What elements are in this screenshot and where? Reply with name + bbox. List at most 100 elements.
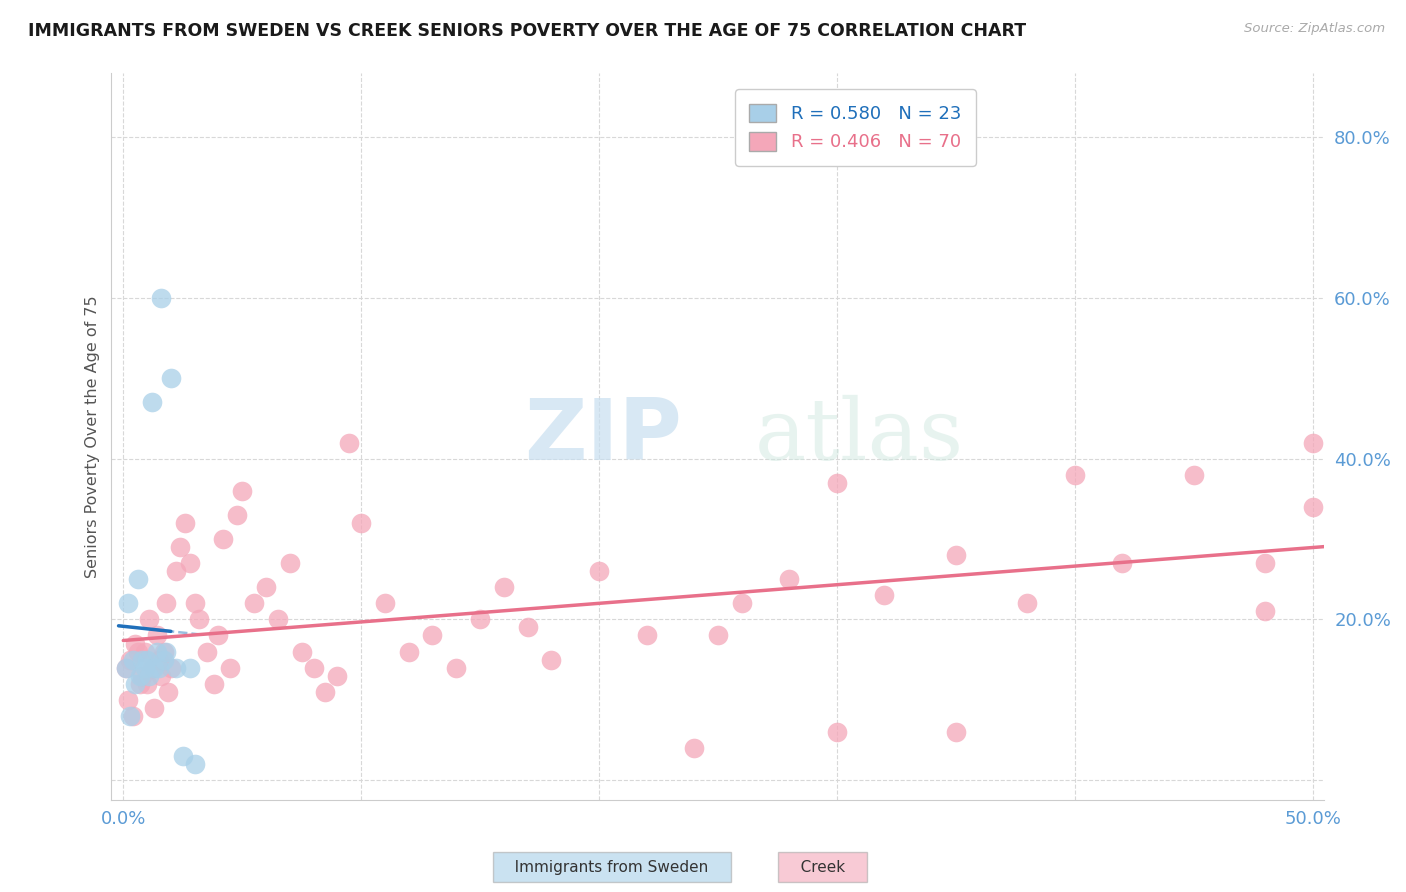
Point — [337, 435, 360, 450]
Point — [117, 596, 139, 610]
Point — [1017, 596, 1039, 610]
Point — [148, 652, 170, 666]
Point — [1063, 467, 1085, 482]
Point — [114, 660, 136, 674]
Point — [157, 684, 180, 698]
Point — [588, 564, 610, 578]
Text: IMMIGRANTS FROM SWEDEN VS CREEK SENIORS POVERTY OVER THE AGE OF 75 CORRELATION C: IMMIGRANTS FROM SWEDEN VS CREEK SENIORS … — [28, 22, 1026, 40]
Point — [945, 548, 967, 562]
Point — [145, 628, 167, 642]
Point — [145, 644, 167, 658]
Point — [219, 660, 242, 674]
Point — [136, 652, 159, 666]
Point — [778, 572, 800, 586]
Point — [825, 475, 848, 490]
Point — [148, 660, 170, 674]
Point — [136, 676, 159, 690]
Point — [540, 652, 562, 666]
Point — [160, 660, 183, 674]
Text: ZIP: ZIP — [524, 395, 682, 478]
Point — [422, 628, 444, 642]
Point — [1111, 556, 1133, 570]
Point — [207, 628, 229, 642]
Point — [150, 291, 173, 305]
Point — [131, 652, 153, 666]
Point — [143, 660, 166, 674]
Point — [160, 371, 183, 385]
Point — [267, 612, 290, 626]
Point — [174, 516, 197, 530]
Point — [1254, 556, 1277, 570]
Point — [172, 749, 194, 764]
Y-axis label: Seniors Poverty Over the Age of 75: Seniors Poverty Over the Age of 75 — [86, 295, 100, 578]
Point — [302, 660, 325, 674]
Point — [398, 644, 420, 658]
Point — [155, 596, 177, 610]
Legend: R = 0.580   N = 23, R = 0.406   N = 70: R = 0.580 N = 23, R = 0.406 N = 70 — [735, 89, 976, 166]
Point — [183, 596, 205, 610]
Point — [179, 660, 201, 674]
Point — [150, 668, 173, 682]
Point — [143, 701, 166, 715]
Point — [134, 644, 156, 658]
Point — [183, 757, 205, 772]
Point — [212, 532, 235, 546]
Point — [254, 580, 277, 594]
Point — [825, 725, 848, 739]
Point — [195, 644, 218, 658]
Point — [231, 483, 253, 498]
Point — [492, 580, 515, 594]
Point — [141, 395, 163, 409]
Point — [138, 668, 160, 682]
Point — [127, 644, 149, 658]
Point — [873, 588, 896, 602]
Point — [131, 668, 153, 682]
Point — [683, 741, 706, 756]
Point — [124, 676, 146, 690]
Point — [114, 660, 136, 674]
Point — [121, 652, 143, 666]
Point — [707, 628, 730, 642]
Point — [1302, 500, 1324, 514]
Text: Source: ZipAtlas.com: Source: ZipAtlas.com — [1244, 22, 1385, 36]
Point — [202, 676, 225, 690]
Point — [141, 660, 163, 674]
Point — [350, 516, 373, 530]
Point — [291, 644, 314, 658]
Point — [446, 660, 468, 674]
Point — [179, 556, 201, 570]
Point — [129, 668, 152, 682]
Point — [165, 660, 187, 674]
Text: Immigrants from Sweden: Immigrants from Sweden — [501, 860, 723, 874]
Point — [731, 596, 754, 610]
Text: atlas: atlas — [754, 395, 963, 478]
Point — [468, 612, 491, 626]
Point — [516, 620, 538, 634]
Point — [129, 676, 152, 690]
Point — [152, 652, 174, 666]
Point — [1182, 467, 1205, 482]
Point — [120, 652, 142, 666]
Point — [120, 709, 142, 723]
Point — [134, 660, 156, 674]
Point — [278, 556, 301, 570]
Point — [152, 644, 174, 658]
Text: Creek: Creek — [786, 860, 859, 874]
Point — [117, 692, 139, 706]
Point — [636, 628, 658, 642]
Point — [169, 540, 191, 554]
Point — [121, 709, 143, 723]
Point — [314, 684, 336, 698]
Point — [226, 508, 249, 522]
Point — [374, 596, 396, 610]
Point — [127, 572, 149, 586]
Point — [945, 725, 967, 739]
Point — [243, 596, 266, 610]
Point — [165, 564, 187, 578]
Point — [124, 636, 146, 650]
Point — [1254, 604, 1277, 618]
Point — [326, 668, 349, 682]
Point — [155, 644, 177, 658]
Point — [188, 612, 211, 626]
Point — [138, 612, 160, 626]
